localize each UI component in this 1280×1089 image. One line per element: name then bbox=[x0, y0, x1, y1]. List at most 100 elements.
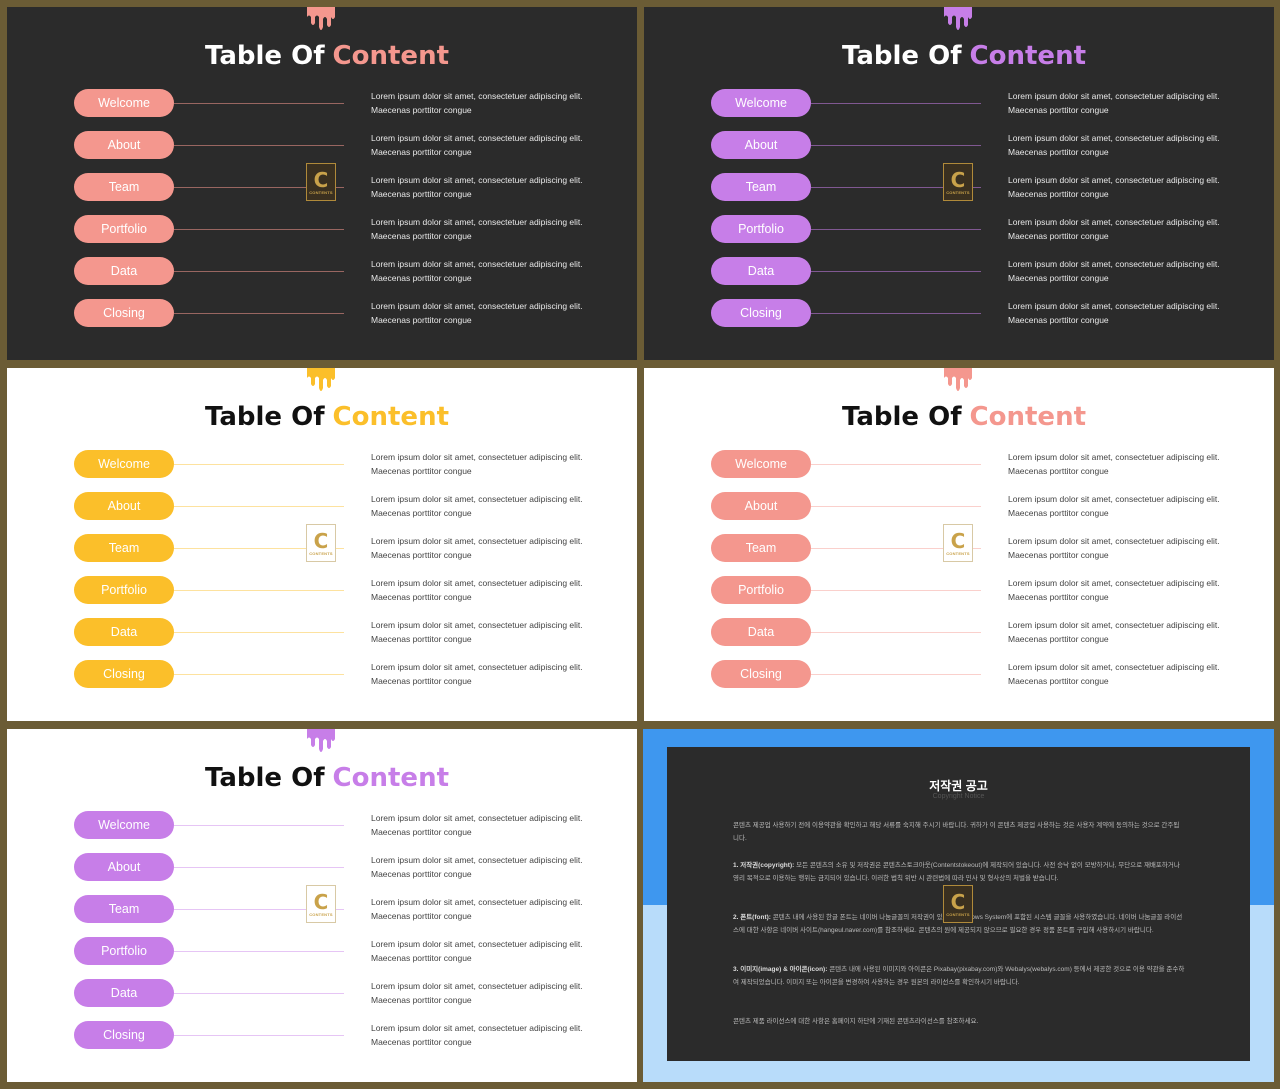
connector-line bbox=[174, 674, 344, 675]
toc-item-description: Lorem ipsum dolor sit amet, consectetuer… bbox=[371, 175, 583, 199]
logo-text: CONTENTS bbox=[946, 189, 970, 195]
copyright-section-2: 2. 폰트(font): 콘텐츠 내에 사용된 한글 폰트는 네이버 나눔글꼴의… bbox=[733, 911, 1185, 937]
toc-item-description: Lorem ipsum dolor sit amet, consectetuer… bbox=[371, 939, 583, 963]
logo-text: CONTENTS bbox=[946, 550, 970, 556]
title-part-1: Table Of bbox=[204, 763, 325, 793]
toc-item-welcome[interactable]: Welcome bbox=[711, 89, 811, 117]
connector-line bbox=[174, 825, 344, 826]
toc-item-description: Lorem ipsum dolor sit amet, consectetuer… bbox=[371, 620, 583, 644]
toc-item-data[interactable]: Data bbox=[74, 979, 174, 1007]
toc-item-description: Lorem ipsum dolor sit amet, consectetuer… bbox=[1008, 259, 1220, 283]
toc-item-closing[interactable]: Closing bbox=[74, 660, 174, 688]
connector-line bbox=[811, 632, 981, 633]
toc-item-data[interactable]: Data bbox=[711, 618, 811, 646]
connector-line bbox=[811, 103, 981, 104]
copyright-section-text: 콘텐츠 내에 사용된 이미지와 아이콘은 Pixabay(pixabay.com… bbox=[733, 966, 1185, 986]
title-part-1: Table Of bbox=[204, 402, 325, 432]
toc-item-team[interactable]: Team bbox=[711, 534, 811, 562]
toc-item-team[interactable]: Team bbox=[74, 173, 174, 201]
paint-drip-icon bbox=[307, 368, 335, 391]
copyright-title: 저작권 공고 bbox=[929, 779, 988, 793]
title-part-2: Content bbox=[332, 402, 450, 432]
connector-line bbox=[811, 145, 981, 146]
toc-item-description: Lorem ipsum dolor sit amet, consectetuer… bbox=[1008, 175, 1220, 199]
contents-logo: C CONTENTS bbox=[943, 885, 973, 923]
toc-item-about[interactable]: About bbox=[74, 131, 174, 159]
title-part-2: Content bbox=[969, 41, 1087, 71]
slide-title: Table Of Content bbox=[644, 402, 1274, 432]
toc-item-team[interactable]: Team bbox=[74, 534, 174, 562]
toc-item-closing[interactable]: Closing bbox=[711, 299, 811, 327]
toc-item-description: Lorem ipsum dolor sit amet, consectetuer… bbox=[1008, 91, 1220, 115]
toc-item-description: Lorem ipsum dolor sit amet, consectetuer… bbox=[371, 452, 583, 476]
contents-logo: C CONTENTS bbox=[943, 524, 973, 562]
slide-title: Table Of Content bbox=[7, 402, 637, 432]
toc-item-description: Lorem ipsum dolor sit amet, consectetuer… bbox=[1008, 217, 1220, 241]
copyright-panel: 저작권 공고 Copyright Notice 콘텐츠 제공업 사용하기 전에 … bbox=[667, 747, 1250, 1061]
toc-item-description: Lorem ipsum dolor sit amet, consectetuer… bbox=[371, 494, 583, 518]
connector-line bbox=[811, 464, 981, 465]
paint-drip-icon bbox=[944, 368, 972, 391]
copyright-slide: 저작권 공고 Copyright Notice 콘텐츠 제공업 사용하기 전에 … bbox=[643, 729, 1274, 1082]
contents-logo: C CONTENTS bbox=[306, 524, 336, 562]
copyright-intro: 콘텐츠 제공업 사용하기 전에 이용약관을 확인하고 해당 서류를 숙지해 주시… bbox=[733, 822, 1180, 842]
connector-line bbox=[174, 993, 344, 994]
toc-item-description: Lorem ipsum dolor sit amet, consectetuer… bbox=[371, 1023, 583, 1047]
toc-item-description: Lorem ipsum dolor sit amet, consectetuer… bbox=[371, 855, 583, 879]
toc-slide: Table Of Content Welcome Lorem ipsum dolor … bbox=[644, 7, 1274, 360]
toc-item-about[interactable]: About bbox=[711, 492, 811, 520]
slide-title: Table Of Content bbox=[644, 41, 1274, 71]
toc-item-description: Lorem ipsum dolor sit amet, consectetuer… bbox=[371, 897, 583, 921]
connector-line bbox=[174, 548, 344, 549]
connector-line bbox=[811, 229, 981, 230]
connector-line bbox=[174, 632, 344, 633]
toc-item-team[interactable]: Team bbox=[711, 173, 811, 201]
toc-item-closing[interactable]: Closing bbox=[711, 660, 811, 688]
logo-text: CONTENTS bbox=[309, 189, 333, 195]
connector-line bbox=[811, 590, 981, 591]
toc-slide: Table Of Content Welcome Lorem ipsum dolor … bbox=[644, 368, 1274, 721]
paint-drip-icon bbox=[307, 7, 335, 30]
toc-item-welcome[interactable]: Welcome bbox=[74, 811, 174, 839]
toc-item-about[interactable]: About bbox=[74, 853, 174, 881]
connector-line bbox=[174, 271, 344, 272]
toc-slide: Table Of Content Welcome Lorem ipsum dolor … bbox=[7, 729, 637, 1082]
connector-line bbox=[174, 951, 344, 952]
toc-item-portfolio[interactable]: Portfolio bbox=[711, 576, 811, 604]
toc-item-portfolio[interactable]: Portfolio bbox=[74, 215, 174, 243]
toc-item-description: Lorem ipsum dolor sit amet, consectetuer… bbox=[371, 133, 583, 157]
toc-item-welcome[interactable]: Welcome bbox=[711, 450, 811, 478]
toc-item-team[interactable]: Team bbox=[74, 895, 174, 923]
toc-item-portfolio[interactable]: Portfolio bbox=[711, 215, 811, 243]
toc-item-portfolio[interactable]: Portfolio bbox=[74, 576, 174, 604]
connector-line bbox=[811, 506, 981, 507]
contents-logo: C CONTENTS bbox=[943, 163, 973, 201]
toc-item-data[interactable]: Data bbox=[74, 618, 174, 646]
connector-line bbox=[811, 548, 981, 549]
toc-item-description: Lorem ipsum dolor sit amet, consectetuer… bbox=[1008, 301, 1220, 325]
toc-item-about[interactable]: About bbox=[74, 492, 174, 520]
toc-item-description: Lorem ipsum dolor sit amet, consectetuer… bbox=[371, 981, 583, 1005]
connector-line bbox=[811, 187, 981, 188]
toc-item-portfolio[interactable]: Portfolio bbox=[74, 937, 174, 965]
toc-item-welcome[interactable]: Welcome bbox=[74, 89, 174, 117]
copyright-footer: 콘텐츠 제품 라이선스에 대한 사항은 홈페이지 하단에 기재된 콘텐츠라이선스… bbox=[733, 1018, 979, 1025]
connector-line bbox=[174, 1035, 344, 1036]
connector-line bbox=[174, 145, 344, 146]
toc-item-data[interactable]: Data bbox=[74, 257, 174, 285]
toc-item-data[interactable]: Data bbox=[711, 257, 811, 285]
toc-item-welcome[interactable]: Welcome bbox=[74, 450, 174, 478]
slide-title: Table Of Content bbox=[7, 763, 637, 793]
toc-item-about[interactable]: About bbox=[711, 131, 811, 159]
toc-item-closing[interactable]: Closing bbox=[74, 299, 174, 327]
connector-line bbox=[174, 909, 344, 910]
toc-item-description: Lorem ipsum dolor sit amet, consectetuer… bbox=[371, 578, 583, 602]
toc-item-closing[interactable]: Closing bbox=[74, 1021, 174, 1049]
connector-line bbox=[174, 590, 344, 591]
toc-item-description: Lorem ipsum dolor sit amet, consectetuer… bbox=[1008, 133, 1220, 157]
logo-letter: C bbox=[313, 889, 329, 914]
logo-letter: C bbox=[950, 528, 966, 553]
logo-letter: C bbox=[313, 528, 329, 553]
toc-item-description: Lorem ipsum dolor sit amet, consectetuer… bbox=[1008, 452, 1220, 476]
logo-text: CONTENTS bbox=[946, 911, 970, 917]
